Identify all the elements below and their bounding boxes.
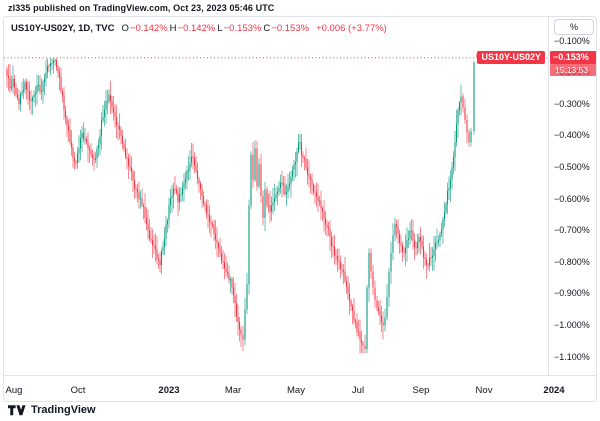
time-axis-label: Jul [351,385,365,396]
legend-ohlc-value: −0.142% [129,23,168,34]
price-axis-tick: −0.800% [554,256,590,267]
legend-ohlc-key: H [169,23,177,34]
legend-ohlc-key: C [263,23,271,34]
legend-symbol: US10Y-US02Y, 1D, TVC [11,23,115,34]
time-axis-label: 2023 [158,385,180,396]
price-axis: % −0.100%−0.200%−0.300%−0.400%−0.500%−0.… [548,17,598,375]
time-axis-label: Oct [70,385,86,396]
price-axis-tick: −0.600% [554,193,590,204]
price-axis-tick: −0.300% [554,98,590,109]
attribution-text: zl335 published on TradingView.com, Oct … [8,3,275,13]
symbol-price-flag: US10Y-US02Y [477,51,545,64]
legend-ohlc-value: −0.153% [271,23,310,34]
time-axis: Aug Oct 2023 Mar May Jul Sep Nov 2024 [4,375,596,402]
tradingview-wordmark: TradingView [31,404,96,416]
price-axis-tick: −0.700% [554,225,590,236]
legend-ohlc-values: O−0.142% H−0.142% L−0.153% C−0.153% [120,23,310,34]
legend-ohlc-key: O [121,23,129,34]
bar-countdown-flag: 15:13:53 [550,64,596,76]
time-axis-label: May [287,385,305,396]
time-axis-label: Mar [224,385,242,396]
price-axis-tick: −0.500% [554,161,590,172]
price-axis-tick: −0.100% [554,35,590,46]
candlestick-chart [4,54,548,354]
chart-plot-area [4,17,548,375]
time-axis-label: Nov [475,385,493,396]
price-axis-tick: −0.400% [554,130,590,141]
price-axis-tick: −1.000% [554,319,590,330]
legend-ohlc-value: −0.142% [177,23,216,34]
tradingview-logo[interactable]: TradingView [8,404,96,416]
ohlc-legend: US10Y-US02Y, 1D, TVC O−0.142% H−0.142% L−0… [11,23,387,34]
chart-frame: US10Y-US02Y, 1D, TVC O−0.142% H−0.142% L−0… [3,16,597,402]
time-axis-label: 2024 [543,385,565,396]
time-axis-label: Aug [5,385,23,396]
percent-scale-button[interactable]: % [554,19,594,35]
legend-ohlc-key: L [217,23,223,34]
legend-ohlc-value: −0.153% [223,23,262,34]
price-axis-tick: −0.900% [554,288,590,299]
price-axis-tick: −1.100% [554,351,590,362]
time-axis-label: Sep [412,385,430,396]
legend-change: +0.006 (+3.77%) [316,23,387,34]
last-price-flag: −0.153% [550,51,596,64]
tradingview-logo-icon [8,404,26,415]
